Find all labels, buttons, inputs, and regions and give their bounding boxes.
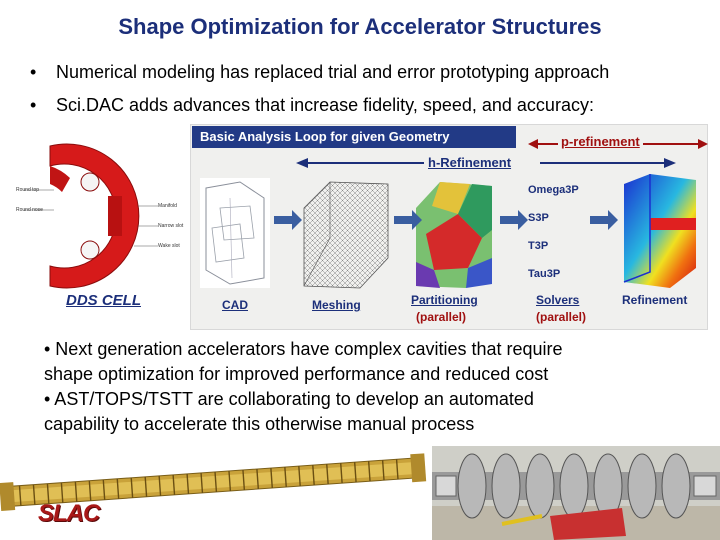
slac-logo: SLAC xyxy=(38,500,100,527)
solver-omega3p: Omega3P xyxy=(528,184,579,196)
stage-arrows xyxy=(274,210,618,230)
bullet-2-text: Sci.DAC adds advances that increase fide… xyxy=(56,95,594,115)
stage-cad-label: CAD xyxy=(222,298,248,312)
dds-part-wake-slot: Wake slot xyxy=(158,243,180,249)
dds-part-narrow-slot: Narrow slot xyxy=(158,223,184,229)
accelerator-structure-image xyxy=(0,446,430,540)
solver-s3p: S3P xyxy=(528,212,549,224)
cavity-photo xyxy=(432,446,720,540)
refinement-image xyxy=(623,174,696,288)
bullet-1-text: Numerical modeling has replaced trial an… xyxy=(56,62,610,82)
stage-solvers-label: Solvers xyxy=(536,293,580,307)
slide-title: Shape Optimization for Accelerator Struc… xyxy=(118,14,602,39)
bottom-bullets: • Next generation accelerators have comp… xyxy=(44,337,684,437)
bullet-2: • Sci.DAC adds advances that increase fid… xyxy=(30,95,594,115)
solver-tau3p: Tau3P xyxy=(528,268,561,280)
dds-cell-label: DDS CELL xyxy=(66,292,141,309)
dds-part-round-nose: Round nose xyxy=(16,207,43,213)
bottom-line-3: • AST/TOPS/TSTT are collaborating to dev… xyxy=(44,389,534,409)
cad-image xyxy=(200,178,270,288)
bottom-line-4: capability to accelerate this otherwise … xyxy=(44,414,475,434)
meshing-image xyxy=(303,181,389,289)
stage-partitioning-label: Partitioning xyxy=(411,293,478,307)
stage-solvers-sub: (parallel) xyxy=(536,310,587,324)
dds-part-manifold: Manifold xyxy=(158,203,177,209)
bottom-line-2: shape optimization for improved performa… xyxy=(44,364,549,384)
stage-meshing-label: Meshing xyxy=(312,298,361,312)
partitioning-image xyxy=(416,182,492,288)
h-refinement-arrow xyxy=(296,158,676,168)
analysis-loop-label: Basic Analysis Loop for given Geometry xyxy=(192,126,516,148)
dds-cell-image xyxy=(24,143,158,289)
stage-refinement-label: Refinement xyxy=(622,293,688,307)
bottom-line-1: • Next generation accelerators have comp… xyxy=(44,339,563,359)
stage-partitioning-sub: (parallel) xyxy=(416,310,467,324)
p-refinement-label: p-refinement xyxy=(558,134,643,149)
solver-t3p: T3P xyxy=(528,240,549,252)
h-refinement-label: h-Refinement xyxy=(428,155,512,170)
bullet-1: • Numerical modeling has replaced trial a… xyxy=(30,62,610,82)
dds-part-round-top: Round top xyxy=(16,187,40,193)
